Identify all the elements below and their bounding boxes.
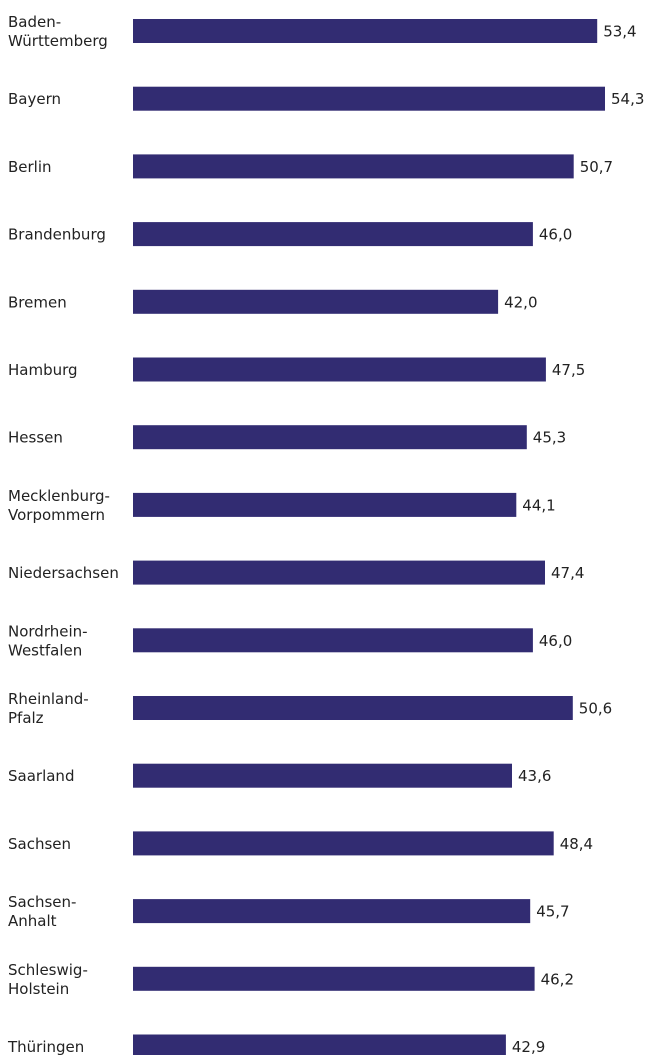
bar (133, 289, 499, 314)
bar-value-label: 46,0 (539, 226, 572, 244)
category-label: Nordrhein-Westfalen (8, 622, 88, 659)
bar-value-label: 46,2 (541, 970, 574, 988)
bar-value-label: 42,9 (512, 1038, 545, 1055)
bar-value-label: 45,3 (533, 429, 566, 447)
bar (133, 560, 545, 585)
category-label: Hamburg (8, 361, 78, 379)
bar-value-label: 46,0 (539, 632, 572, 650)
category-label: Niedersachsen (8, 564, 119, 582)
category-label: Baden-Württemberg (8, 13, 108, 50)
bar-value-label: 50,6 (579, 700, 612, 718)
bar (133, 899, 531, 924)
bar-value-label: 48,4 (560, 835, 593, 853)
bar (133, 492, 517, 517)
category-label: Berlin (8, 158, 52, 176)
bar (133, 154, 574, 179)
category-label: Mecklenburg-Vorpommern (8, 487, 110, 524)
bar (133, 1034, 506, 1055)
category-label: Brandenburg (8, 226, 106, 244)
bar (133, 696, 573, 720)
category-label: Sachsen-Anhalt (8, 893, 76, 930)
category-label: Sachsen (8, 835, 71, 853)
category-label: Hessen (8, 429, 63, 447)
bar-value-label: 53,4 (603, 23, 636, 41)
bar-value-label: 45,7 (536, 903, 569, 921)
bar (133, 222, 533, 247)
bar (133, 425, 527, 450)
bar-value-label: 54,3 (611, 90, 644, 108)
category-label: Bayern (8, 90, 61, 108)
bar (133, 628, 533, 653)
category-label: Schleswig-Holstein (8, 961, 88, 998)
bar (133, 19, 598, 43)
bar-value-label: 47,4 (551, 564, 584, 582)
category-label: Rheinland-Pfalz (8, 690, 89, 727)
category-label: Thüringen (7, 1038, 84, 1055)
bar-value-label: 42,0 (504, 293, 537, 311)
bar-value-label: 50,7 (580, 158, 613, 176)
category-label: Bremen (8, 293, 67, 311)
bar-value-label: 47,5 (552, 361, 585, 379)
bar (133, 831, 554, 856)
bar-value-label: 43,6 (518, 767, 551, 785)
bar-value-label: 44,1 (522, 496, 555, 514)
bar (133, 86, 605, 111)
bar (133, 357, 546, 382)
bar (133, 966, 535, 991)
category-label: Saarland (8, 767, 74, 785)
bar (133, 763, 512, 788)
